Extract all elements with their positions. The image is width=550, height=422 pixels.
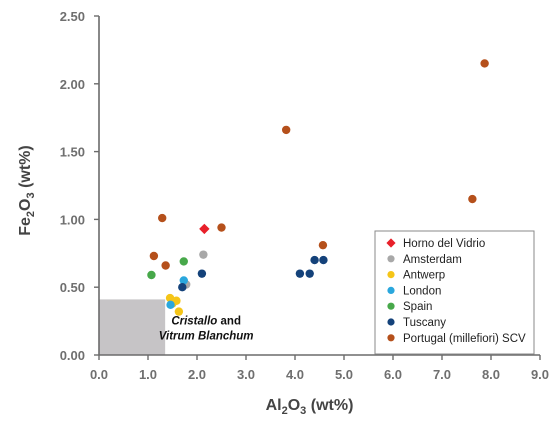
legend-marker [387, 334, 395, 342]
legend-label: London [403, 285, 441, 297]
legend-marker [387, 318, 395, 326]
x-tick-label: 3.0 [237, 367, 255, 382]
region-layer [99, 299, 166, 355]
legend-marker [386, 238, 396, 248]
legend: Horno del Vidrio Amsterdam Antwerp London Sp… [374, 230, 535, 355]
x-tick-label: 9.0 [531, 367, 549, 382]
x-tick-label: 7.0 [433, 367, 451, 382]
legend-label: Spain [403, 301, 432, 313]
legend-label: Antwerp [403, 270, 445, 282]
data-point-tuscany [197, 269, 207, 278]
data-point-london [179, 276, 188, 285]
axes-layer: 0.0 1.0 2.0 3.0 4.0 5.0 6.0 7.0 8.0 9.0 0.00 0.50 1.… [17, 9, 549, 417]
x-tick-label: 0.0 [90, 367, 108, 382]
data-point-portugal-millefiori-scv [149, 251, 159, 261]
y-tick-label: 0.00 [60, 348, 85, 363]
y-tick-label: 1.00 [60, 212, 85, 227]
legend-marker [387, 302, 395, 310]
legend-label: Portugal (millefiori) SCV [403, 333, 526, 345]
data-point-tuscany [310, 255, 319, 265]
data-point-tuscany [305, 269, 314, 278]
y-axis-title: Fe2O3 (wt%) [17, 145, 37, 235]
data-point-antwerp [174, 307, 184, 316]
y-tick-label: 0.50 [60, 280, 85, 295]
data-point-tuscany [295, 269, 305, 278]
legend-box [374, 230, 535, 355]
legend-marker [387, 286, 395, 294]
data-point-london [166, 300, 175, 310]
shaded-region [99, 299, 166, 355]
data-point-portugal-millefiori-scv [158, 213, 167, 223]
legend-marker [387, 271, 395, 279]
legend-label: Horno del Vidrio [403, 238, 485, 250]
data-point-spain [147, 270, 156, 280]
data-point-horno-del-vidrio [199, 223, 210, 235]
data-point-tuscany [319, 255, 328, 265]
annotation-layer: Cristallo and Vitrum Blanchum [159, 316, 254, 343]
data-point-portugal-millefiori-scv [318, 240, 328, 250]
data-point-portugal-millefiori-scv [468, 194, 477, 204]
y-tick-label: 1.50 [60, 145, 85, 160]
data-point-amsterdam [199, 250, 208, 259]
x-axis-title: Al2O3 (wt%) [266, 397, 354, 417]
x-tick-label: 1.0 [139, 367, 157, 382]
annotation-label: Cristallo and [171, 316, 241, 328]
legend-marker [387, 255, 395, 263]
data-point-portugal-millefiori-scv [480, 59, 489, 68]
x-tick-label: 2.0 [188, 367, 206, 382]
data-point-portugal-millefiori-scv [217, 223, 226, 232]
x-tick-label: 4.0 [286, 367, 304, 382]
data-point-spain [179, 257, 188, 266]
data-point-portugal-millefiori-scv [161, 261, 170, 270]
legend-label: Amsterdam [403, 254, 462, 266]
points-layer [147, 59, 489, 316]
annotation-label: Vitrum Blanchum [159, 331, 254, 343]
x-tick-label: 5.0 [335, 367, 353, 382]
legend-label: Tuscany [403, 317, 446, 329]
y-tick-label: 2.50 [60, 9, 85, 24]
data-point-tuscany [178, 283, 187, 292]
data-point-portugal-millefiori-scv [281, 125, 291, 135]
y-tick-label: 2.00 [60, 77, 85, 92]
x-tick-label: 8.0 [482, 367, 500, 382]
x-tick-label: 6.0 [384, 367, 402, 382]
